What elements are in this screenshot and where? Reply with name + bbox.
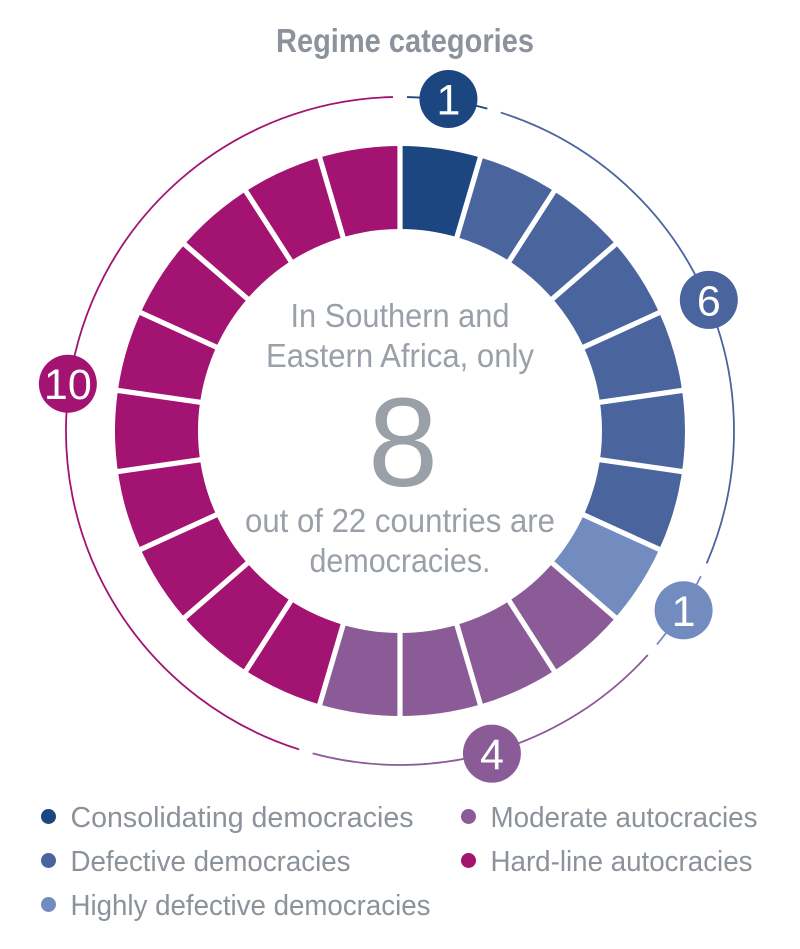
svg-text:10: 10 xyxy=(44,361,92,409)
svg-text:Consolidating democracies: Consolidating democracies xyxy=(71,802,414,834)
svg-text:Hard-line autocracies: Hard-line autocracies xyxy=(491,846,753,878)
svg-text:6: 6 xyxy=(697,277,721,325)
svg-text:8: 8 xyxy=(368,372,438,513)
svg-text:Regime categories: Regime categories xyxy=(276,22,534,59)
svg-text:Defective democracies: Defective democracies xyxy=(71,846,351,878)
svg-text:Moderate autocracies: Moderate autocracies xyxy=(491,802,758,834)
svg-text:Eastern Africa, only: Eastern Africa, only xyxy=(266,337,534,374)
svg-text:democracies.: democracies. xyxy=(310,542,491,579)
svg-text:1: 1 xyxy=(672,588,696,636)
svg-text:1: 1 xyxy=(436,77,460,125)
svg-text:Highly defective democracies: Highly defective democracies xyxy=(71,890,431,922)
svg-text:out of 22 countries are: out of 22 countries are xyxy=(245,502,555,539)
svg-text:4: 4 xyxy=(480,731,504,779)
svg-text:In Southern and: In Southern and xyxy=(291,297,510,334)
